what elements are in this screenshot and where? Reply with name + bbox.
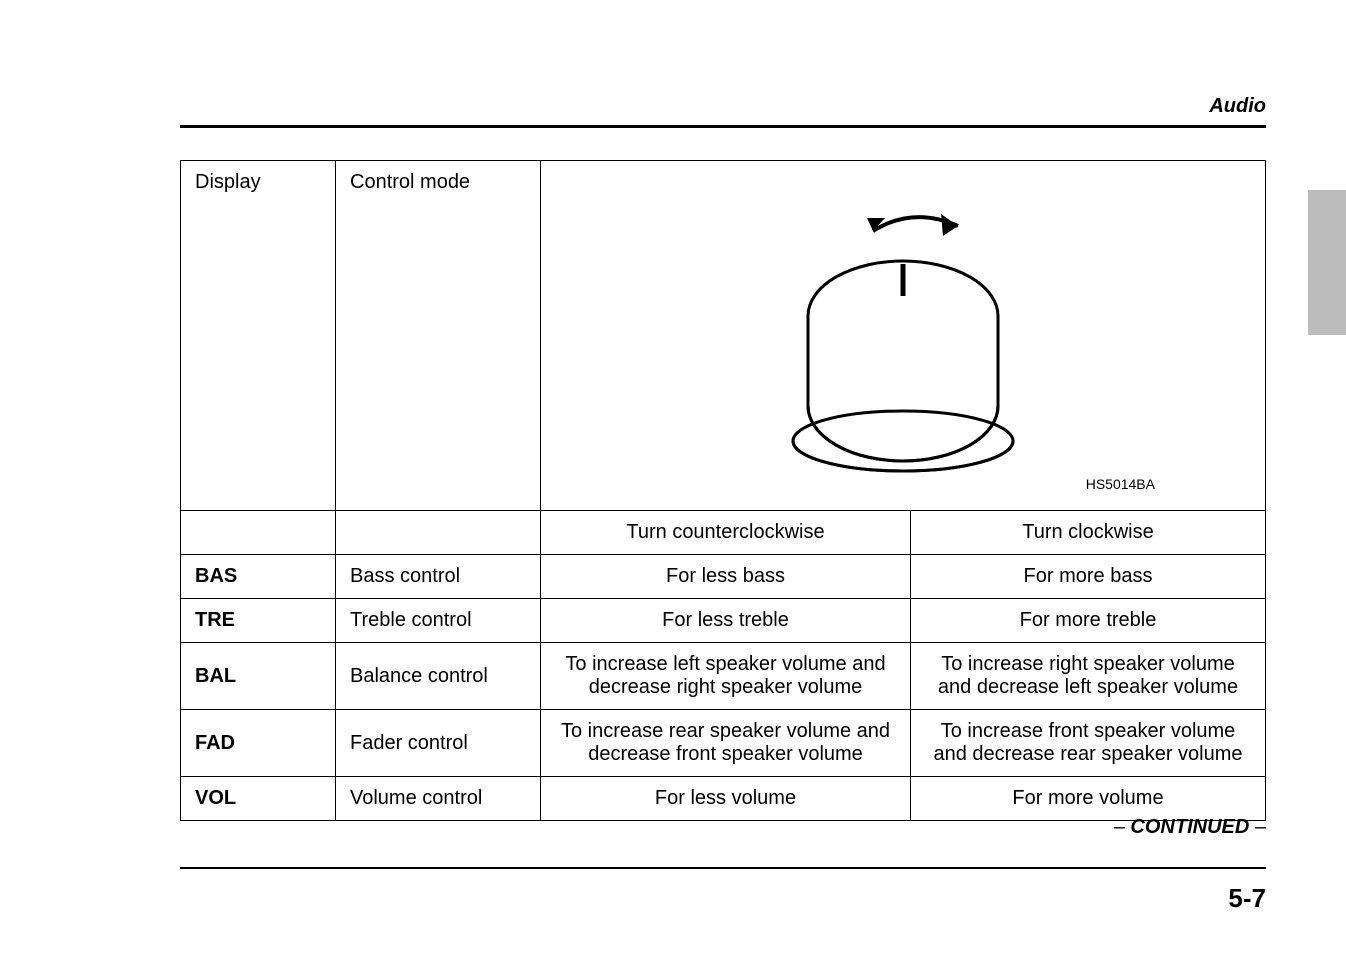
header-rule: [180, 125, 1266, 128]
display-code: BAL: [181, 643, 336, 710]
figure-reference: HS5014BA: [1086, 476, 1155, 492]
section-title: Audio: [1209, 95, 1266, 118]
manual-page: Audio Display Control mode: [0, 0, 1346, 954]
table-subheader-row: Turn counterclockwise Turn clockwise: [181, 511, 1266, 555]
cw-effect: For more treble: [911, 599, 1266, 643]
subhead-ccw: Turn counterclockwise: [541, 511, 911, 555]
knob-figure-cell: HS5014BA: [541, 161, 1266, 511]
continued-prefix: –: [1114, 816, 1131, 838]
ccw-effect: To increase left speaker volume and decr…: [541, 643, 911, 710]
col-mode-header: Control mode: [336, 161, 541, 511]
knob-illustration: [763, 196, 1043, 486]
control-mode: Bass control: [336, 555, 541, 599]
empty-cell: [336, 511, 541, 555]
control-mode: Treble control: [336, 599, 541, 643]
continued-word: CONTINUED: [1130, 816, 1249, 838]
table-row: TRE Treble control For less treble For m…: [181, 599, 1266, 643]
empty-cell: [181, 511, 336, 555]
control-mode: Volume control: [336, 777, 541, 821]
display-code: FAD: [181, 710, 336, 777]
cw-effect: To increase right speaker volume and dec…: [911, 643, 1266, 710]
cw-effect: To increase front speaker volume and dec…: [911, 710, 1266, 777]
control-mode: Balance control: [336, 643, 541, 710]
table-row: BAS Bass control For less bass For more …: [181, 555, 1266, 599]
display-code: VOL: [181, 777, 336, 821]
ccw-effect: For less bass: [541, 555, 911, 599]
table-row: VOL Volume control For less volume For m…: [181, 777, 1266, 821]
table-header-row: Display Control mode: [181, 161, 1266, 511]
controls-table-wrap: Display Control mode: [180, 160, 1266, 821]
table-row: FAD Fader control To increase rear speak…: [181, 710, 1266, 777]
cw-effect: For more volume: [911, 777, 1266, 821]
controls-table: Display Control mode: [180, 160, 1266, 821]
continued-marker: – CONTINUED –: [1114, 816, 1266, 839]
page-number: 5-7: [1228, 883, 1266, 914]
ccw-effect: For less volume: [541, 777, 911, 821]
col-display-header: Display: [181, 161, 336, 511]
thumb-tab: [1308, 190, 1346, 335]
continued-suffix: –: [1249, 816, 1266, 838]
display-code: BAS: [181, 555, 336, 599]
display-code: TRE: [181, 599, 336, 643]
table-row: BAL Balance control To increase left spe…: [181, 643, 1266, 710]
footer-rule: [180, 867, 1266, 869]
ccw-effect: To increase rear speaker volume and decr…: [541, 710, 911, 777]
cw-effect: For more bass: [911, 555, 1266, 599]
control-mode: Fader control: [336, 710, 541, 777]
ccw-effect: For less treble: [541, 599, 911, 643]
subhead-cw: Turn clockwise: [911, 511, 1266, 555]
